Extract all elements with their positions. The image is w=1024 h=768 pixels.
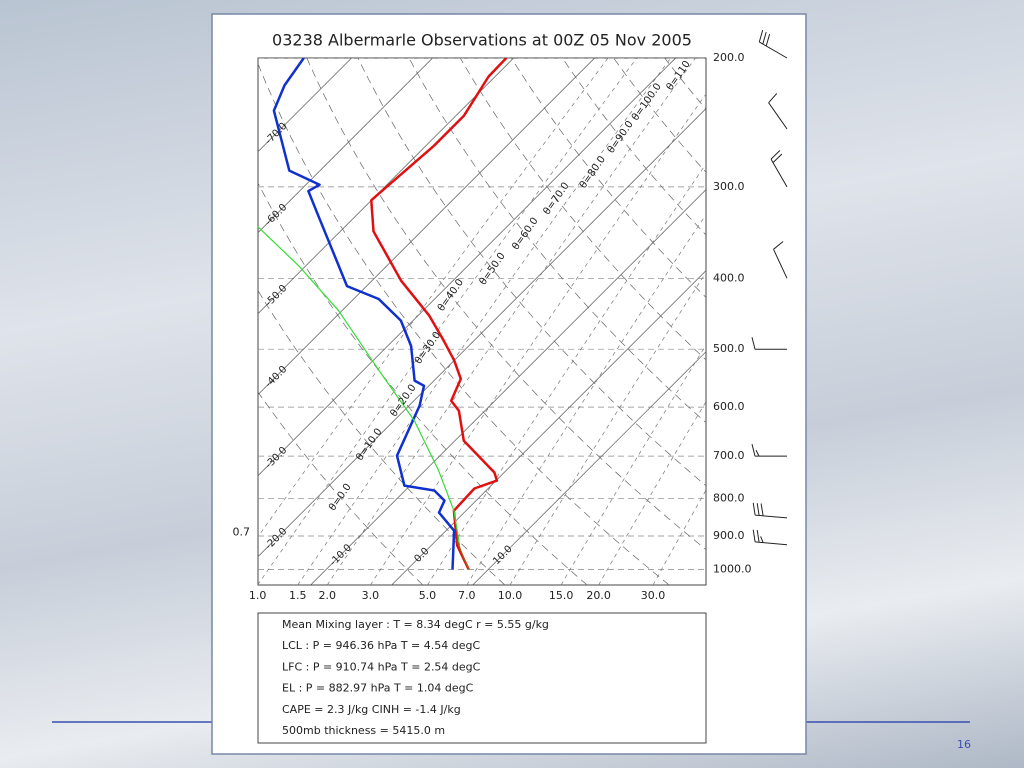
isotherm [472,351,706,585]
dry-adiabat [258,289,506,585]
info-box [257,612,707,744]
mixing-ratio-line [427,163,706,585]
x-tick-label: 30.0 [641,589,666,602]
y-tick-label: 600.0 [713,400,745,413]
wind-barb [751,337,788,350]
x-tick-label: 15.0 [549,589,574,602]
wind-barb [770,150,788,188]
x-tick-label: 10.0 [498,589,523,602]
y-tick-label: 500.0 [713,342,745,355]
isotherm [258,58,433,234]
profile-line [456,539,470,570]
profile-line [370,58,508,571]
y-tick-label: 1000.0 [713,562,752,575]
profile-line [272,58,456,570]
x-tick-label: 20.0 [586,589,611,602]
isotherm [310,189,706,585]
isotherm [258,58,595,396]
dry-adiabat [562,58,706,236]
dry-adiabat [613,58,706,173]
dry-adiabat [459,58,706,361]
plot-area [258,58,706,585]
isotherm [258,108,706,558]
x-tick-label: 1.5 [289,589,307,602]
dry-adiabat [357,58,706,487]
chart-title: 03238 Albermarle Observations at 00Z 05 … [272,31,692,50]
isotherm [391,270,706,585]
y-tick-label: 700.0 [713,449,745,462]
x-tick-label: 5.0 [419,589,437,602]
x-tick-label: 0.7 [233,525,251,538]
info-line: EL : P = 882.97 hPa T = 1.04 degC [282,682,474,695]
wind-barb [768,93,788,130]
isotherm [258,58,514,315]
page-number: 16 [957,738,971,751]
dry-adiabat [408,58,706,424]
mixing-ratio-line [258,58,637,585]
y-tick-label: 400.0 [713,271,745,284]
y-tick-label: 900.0 [713,529,745,542]
x-tick-label: 7.0 [458,589,476,602]
x-tick-label: 1.0 [249,589,267,602]
info-line: 500mb thickness = 5415.0 m [282,724,445,737]
dry-adiabat [306,58,706,551]
info-line: Mean Mixing layer : T = 8.34 degC r = 5.… [282,618,549,631]
dry-adiabat [258,391,424,585]
wind-barb [752,529,788,546]
wind-barb [773,241,788,279]
info-line: CAPE = 2.3 J/kg CINH = -1.4 J/kg [282,703,461,716]
mixing-ratio-line [466,213,706,585]
y-tick-label: 800.0 [713,492,745,505]
info-line: LFC : P = 910.74 hPa T = 2.54 degC [282,660,481,673]
isotherm [258,58,352,153]
dry-adiabat [258,62,670,585]
wind-barb [752,502,788,519]
mixing-ratio-line [297,58,671,585]
wind-barb [751,443,788,457]
x-tick-label: 3.0 [362,589,380,602]
mixing-ratio-line [370,93,706,585]
y-tick-label: 300.0 [713,180,745,193]
profile-line [258,226,461,546]
info-line: LCL : P = 946.36 hPa T = 4.54 degC [282,639,480,652]
wind-barb [758,29,788,59]
x-tick-label: 2.0 [318,589,336,602]
isotherm [258,58,676,477]
mixing-ratio-line [326,58,696,585]
y-tick-label: 200.0 [713,51,745,64]
mixing-ratio-line [258,58,609,538]
